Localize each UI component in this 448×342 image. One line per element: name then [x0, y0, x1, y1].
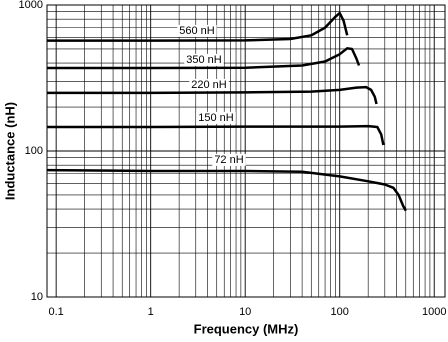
- curve: [46, 168, 407, 212]
- x-tick-label: 100: [331, 306, 349, 318]
- y-tick-label: 10: [31, 291, 43, 303]
- x-axis-label: Frequency (MHz): [194, 321, 299, 336]
- curve-label-bg: [189, 78, 229, 91]
- curve-label-bg: [196, 111, 236, 124]
- y-tick-label: 1000: [19, 0, 43, 11]
- curve-label-bg: [177, 24, 217, 37]
- x-tick-label: 1: [148, 306, 154, 318]
- curve: [47, 11, 349, 42]
- y-tick-label: 100: [25, 145, 43, 157]
- curve: [47, 85, 378, 105]
- curve-label: 150 nH: [198, 112, 234, 124]
- curve-label-bg: [212, 153, 246, 166]
- curve: [47, 47, 361, 70]
- curve-label: 350 nH: [186, 54, 222, 66]
- curve-label-bg: [184, 53, 224, 66]
- x-tick-label: 10: [239, 306, 251, 318]
- plot-border: [46, 4, 446, 298]
- x-tick-label: 0.1: [49, 306, 64, 318]
- x-tick-label: 1000: [422, 306, 446, 318]
- curve-label: 72 nH: [214, 154, 243, 166]
- curve-label: 560 nH: [179, 25, 215, 37]
- curve: [47, 124, 385, 146]
- curve-label: 220 nH: [191, 79, 227, 91]
- y-axis-label: Inductance (nH): [2, 102, 17, 200]
